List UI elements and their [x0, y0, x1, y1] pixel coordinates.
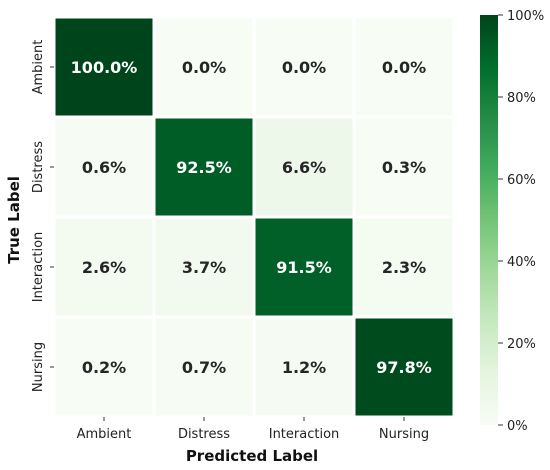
colorbar-tick-label: 20%	[507, 337, 536, 352]
y-tick-label: Ambient	[31, 40, 46, 95]
cell-value-label: 0.0%	[282, 58, 326, 77]
cell-value-label: 1.2%	[282, 358, 326, 377]
cell-value-label: 0.3%	[382, 158, 426, 177]
heatmap-cell	[152, 115, 256, 219]
heatmap-cells: 100.0% 0.0% 0.0% 0.0% 0.6% 92.5% 6.6% 0.3% 2.6% 3…	[52, 15, 456, 419]
colorbar-tick-label: 80%	[507, 91, 536, 106]
cell-value-label: 0.0%	[182, 58, 226, 77]
colorbar-tick-label: 100%	[507, 9, 544, 24]
x-axis-title: Predicted Label	[186, 447, 318, 465]
heatmap-cell	[152, 315, 256, 419]
y-tick-label: Interaction	[31, 232, 46, 303]
cell-value-label: 2.6%	[82, 258, 126, 277]
cell-value-label: 3.7%	[182, 258, 226, 277]
cell-value-label: 0.7%	[182, 358, 226, 377]
cell-value-label: 6.6%	[282, 158, 326, 177]
y-tick-label: Distress	[31, 141, 46, 193]
cell-value-label: 0.2%	[82, 358, 126, 377]
cell-value-label: 0.0%	[382, 58, 426, 77]
x-tick-label: Distress	[178, 427, 230, 442]
heatmap-cell	[152, 215, 256, 319]
colorbar-ticks: 0% 20% 40% 60% 80% 100%	[498, 9, 544, 434]
cell-value-label: 0.6%	[82, 158, 126, 177]
colorbar-tick-label: 60%	[507, 173, 536, 188]
y-axis-title: True Label	[5, 176, 23, 264]
colorbar-tick-label: 40%	[507, 255, 536, 270]
cell-value-label: 92.5%	[176, 158, 232, 177]
x-tick-label: Nursing	[379, 427, 429, 442]
colorbar-tick-label: 0%	[507, 419, 528, 434]
heatmap-cell	[352, 215, 456, 319]
cell-value-label: 97.8%	[376, 358, 432, 377]
heatmap-cell	[352, 15, 456, 119]
cell-value-label: 100.0%	[71, 58, 138, 77]
cell-value-label: 2.3%	[382, 258, 426, 277]
cell-value-label: 91.5%	[276, 258, 332, 277]
heatmap-cell	[152, 15, 256, 119]
x-tick-label: Ambient	[77, 427, 132, 442]
x-tick-label: Interaction	[269, 427, 340, 442]
y-tick-labels: Ambient Distress Interaction Nursing	[31, 40, 54, 392]
heatmap-cell	[352, 115, 456, 219]
colorbar	[480, 15, 498, 425]
x-tick-labels: Ambient Distress Interaction Nursing	[77, 417, 429, 442]
y-tick-label: Nursing	[31, 342, 46, 392]
heatmap-cell	[352, 315, 456, 419]
